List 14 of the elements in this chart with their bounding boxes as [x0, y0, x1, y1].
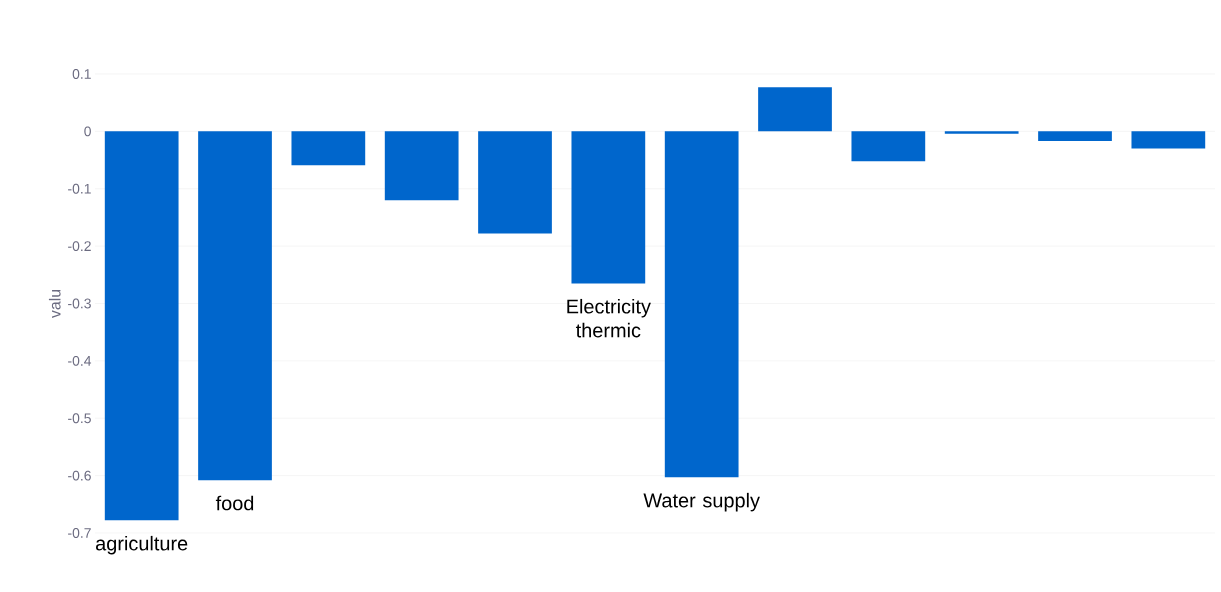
- y-axis-title: valu: [48, 289, 61, 319]
- y-tick-label: -0.5: [68, 413, 91, 424]
- x-tick-label: Electricity thermic: [567, 298, 651, 338]
- y-tick-label: -0.6: [68, 470, 91, 481]
- x-tick-label: food: [215, 495, 254, 511]
- y-tick-label: -0.4: [68, 355, 92, 366]
- x-tick-label: agriculture: [96, 535, 188, 555]
- y-tick-label: -0.3: [68, 298, 91, 309]
- y-tick-label: -0.1: [68, 183, 91, 194]
- y-tick-label: 0.1: [72, 69, 91, 79]
- x-tick-label: Water supply: [643, 492, 760, 512]
- y-tick-label: 0: [84, 126, 91, 137]
- y-tick-label: -0.2: [68, 241, 91, 252]
- y-tick-label: -0.7: [68, 528, 91, 538]
